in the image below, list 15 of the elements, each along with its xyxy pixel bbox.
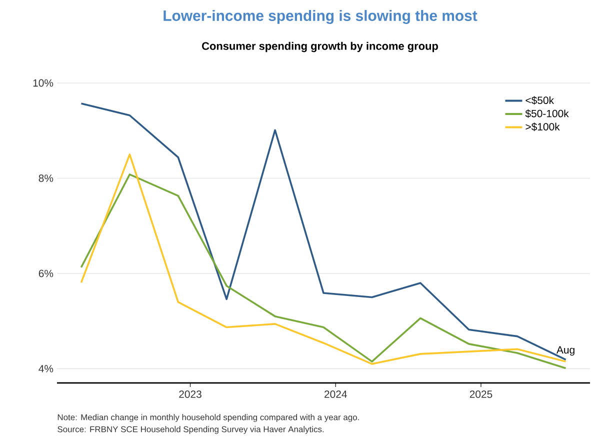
- legend-label: >$100k: [526, 122, 560, 132]
- chart-subtitle: Consumer spending growth by income group: [202, 42, 438, 52]
- x-tick-label: 2023: [179, 390, 202, 398]
- annotation: Aug: [556, 346, 574, 356]
- y-tick-label: 10%: [33, 79, 54, 87]
- x-tick-label: 2025: [470, 390, 492, 398]
- chart-title: Lower-income spending is slowing the most: [164, 10, 478, 24]
- text: Note: Median change in monthly household spending compared with a year ago.: [58, 414, 359, 422]
- y-tick-label: 8%: [38, 174, 54, 182]
- source-note: Source: FRBNY SCE Household Spending Survey via Haver Analytics.: [58, 426, 324, 434]
- legend-label: <$50k: [526, 96, 554, 105]
- legend-label: $50-100k: [525, 109, 569, 118]
- y-tick-label: 4%: [38, 365, 54, 372]
- x-tick-label: 2024: [324, 390, 347, 398]
- y-tick-label: 6%: [38, 270, 54, 278]
